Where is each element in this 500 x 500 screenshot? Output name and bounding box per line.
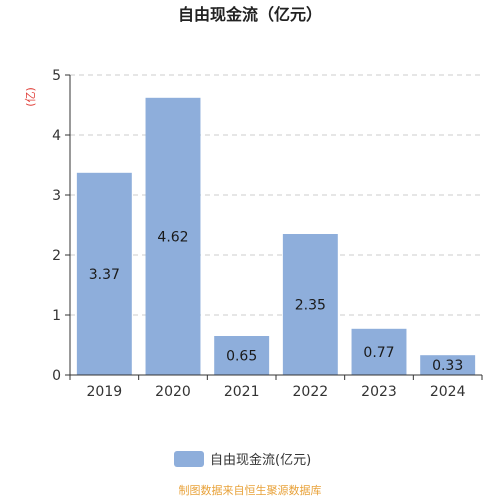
y-tick-label: 2 [52, 248, 61, 264]
x-tick-label: 2023 [361, 384, 397, 400]
y-axis: 0 1 2 3 4 5 [52, 68, 71, 384]
bar-2024 [420, 355, 476, 375]
bar-2023 [351, 328, 407, 375]
y-tick-label: 3 [52, 188, 61, 204]
bars: 3.37 4.62 0.65 2.35 0.77 0.33 [76, 97, 476, 376]
y-tick-label: 4 [52, 128, 61, 144]
bar-value-label: 4.62 [157, 229, 188, 245]
bar-value-label: 3.37 [89, 267, 120, 283]
x-tick-label: 2022 [293, 384, 329, 400]
y-axis-unit-label: (亿) [24, 87, 37, 107]
bar-2021 [214, 336, 270, 375]
y-tick-label: 5 [52, 68, 61, 84]
grid-lines [70, 74, 482, 316]
bar-value-label: 2.35 [295, 298, 326, 314]
legend: 自由现金流(亿元) [174, 451, 311, 468]
bar-value-label: 0.33 [432, 358, 463, 374]
bar-2019 [76, 172, 132, 375]
x-tick-label: 2020 [155, 384, 191, 400]
x-tick-label: 2024 [430, 384, 466, 400]
x-tick-label: 2019 [87, 384, 123, 400]
y-tick-label: 1 [52, 308, 61, 324]
y-tick-label: 0 [52, 368, 61, 384]
x-axis: 2019 2020 2021 2022 2023 2024 [69, 374, 483, 400]
bar-value-label: 0.77 [363, 345, 394, 361]
legend-label: 自由现金流(亿元) [210, 452, 311, 468]
bar-value-label: 0.65 [226, 349, 257, 365]
bar-2020 [145, 97, 201, 376]
chart-title: 自由现金流（亿元） [178, 5, 322, 24]
bar-2022 [282, 234, 338, 375]
data-source-note: 制图数据来自恒生聚源数据库 [179, 483, 322, 497]
legend-swatch [174, 451, 204, 467]
x-tick-label: 2021 [224, 384, 260, 400]
